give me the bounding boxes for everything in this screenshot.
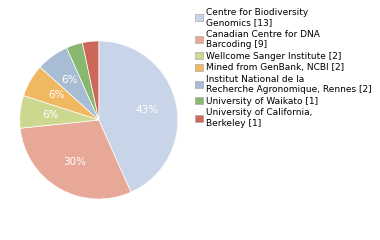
Text: 43%: 43%	[135, 105, 158, 115]
Legend: Centre for Biodiversity
Genomics [13], Canadian Centre for DNA
Barcoding [9], We: Centre for Biodiversity Genomics [13], C…	[195, 7, 373, 128]
Wedge shape	[66, 43, 99, 120]
Text: 30%: 30%	[63, 157, 86, 168]
Text: 6%: 6%	[62, 75, 78, 85]
Wedge shape	[20, 120, 131, 199]
Wedge shape	[20, 96, 99, 128]
Wedge shape	[24, 67, 99, 120]
Wedge shape	[82, 41, 99, 120]
Wedge shape	[40, 48, 99, 120]
Text: 6%: 6%	[48, 90, 65, 101]
Text: 6%: 6%	[42, 110, 58, 120]
Wedge shape	[99, 41, 178, 192]
